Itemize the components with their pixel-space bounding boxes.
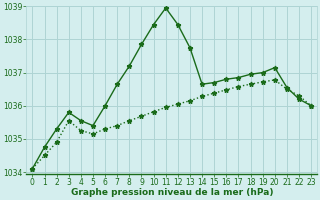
X-axis label: Graphe pression niveau de la mer (hPa): Graphe pression niveau de la mer (hPa) bbox=[70, 188, 273, 197]
